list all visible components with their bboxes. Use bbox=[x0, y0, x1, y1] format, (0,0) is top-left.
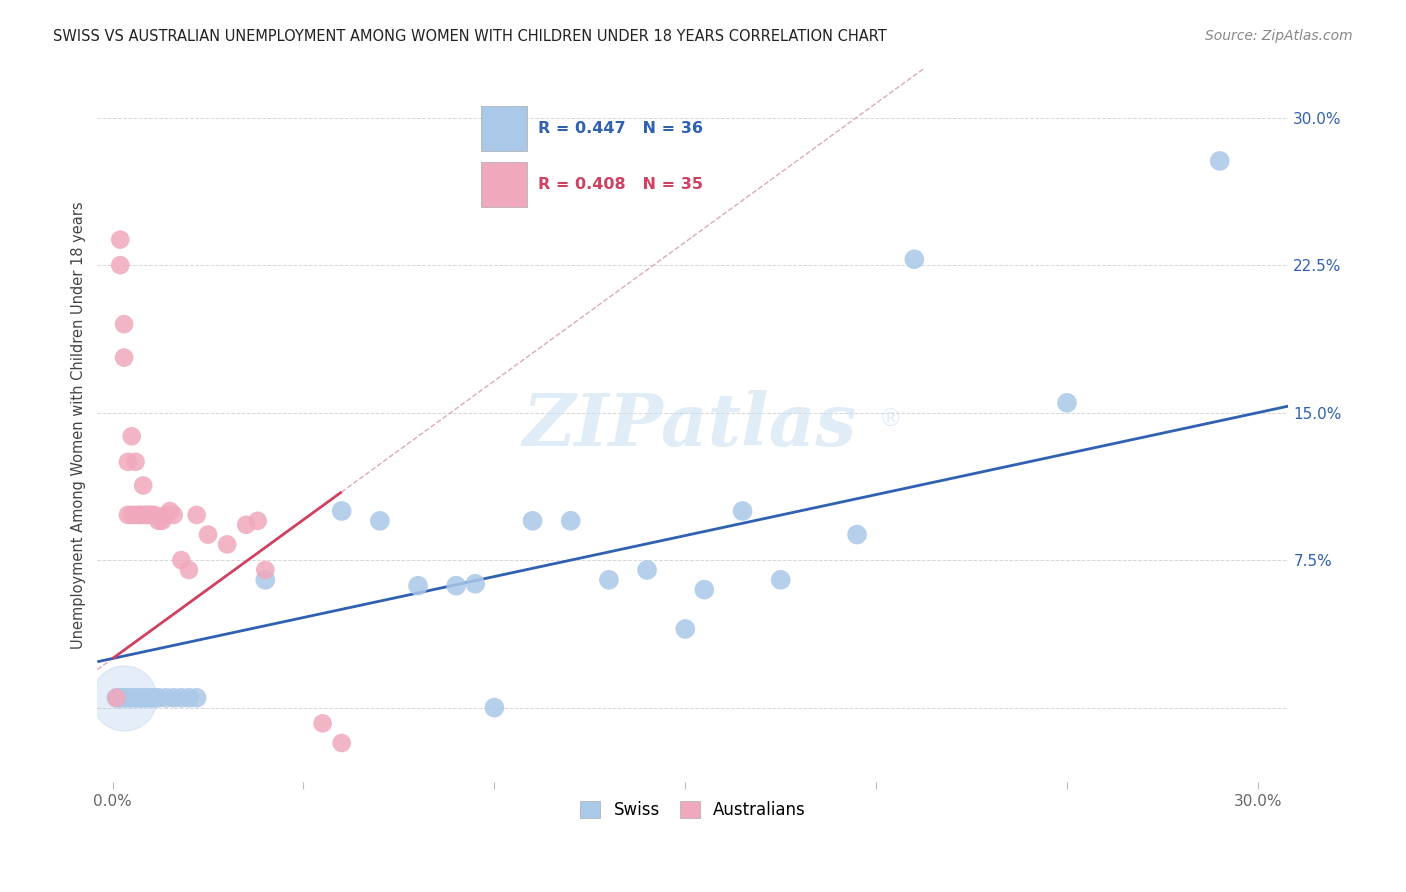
Point bbox=[598, 573, 620, 587]
Point bbox=[117, 690, 139, 705]
Point bbox=[155, 508, 177, 522]
Point bbox=[124, 455, 146, 469]
Point bbox=[139, 508, 162, 522]
Point bbox=[246, 514, 269, 528]
Point bbox=[136, 508, 159, 522]
Text: Source: ZipAtlas.com: Source: ZipAtlas.com bbox=[1205, 29, 1353, 44]
Point bbox=[186, 508, 208, 522]
Point bbox=[170, 690, 193, 705]
Point bbox=[673, 622, 696, 636]
Point bbox=[177, 690, 200, 705]
Legend: Swiss, Australians: Swiss, Australians bbox=[574, 794, 813, 825]
Point bbox=[693, 582, 716, 597]
Text: SWISS VS AUSTRALIAN UNEMPLOYMENT AMONG WOMEN WITH CHILDREN UNDER 18 YEARS CORREL: SWISS VS AUSTRALIAN UNEMPLOYMENT AMONG W… bbox=[53, 29, 887, 45]
Point bbox=[217, 537, 239, 551]
Point bbox=[150, 514, 173, 528]
Point bbox=[330, 736, 353, 750]
Point bbox=[186, 690, 208, 705]
Point bbox=[112, 690, 135, 705]
Point bbox=[105, 690, 128, 705]
Point bbox=[136, 508, 159, 522]
Point bbox=[769, 573, 792, 587]
Point bbox=[636, 563, 658, 577]
Point bbox=[177, 563, 200, 577]
Point bbox=[464, 576, 486, 591]
Point bbox=[132, 478, 155, 492]
Point bbox=[105, 690, 128, 705]
Point bbox=[484, 700, 506, 714]
Point bbox=[330, 504, 353, 518]
Point bbox=[163, 690, 186, 705]
Point bbox=[124, 508, 146, 522]
Text: ®: ® bbox=[879, 408, 903, 432]
Point bbox=[148, 514, 170, 528]
Point bbox=[148, 690, 170, 705]
Point bbox=[139, 690, 162, 705]
Point bbox=[121, 429, 143, 443]
Point bbox=[112, 690, 135, 705]
Point bbox=[560, 514, 582, 528]
Point bbox=[139, 508, 162, 522]
Point bbox=[112, 351, 135, 365]
Point bbox=[143, 690, 166, 705]
Point bbox=[136, 690, 159, 705]
Point bbox=[197, 527, 219, 541]
Point bbox=[121, 690, 143, 705]
Point bbox=[132, 508, 155, 522]
Point bbox=[128, 508, 150, 522]
Y-axis label: Unemployment Among Women with Children Under 18 years: Unemployment Among Women with Children U… bbox=[72, 202, 86, 649]
Point bbox=[731, 504, 754, 518]
Point bbox=[117, 455, 139, 469]
Point bbox=[128, 508, 150, 522]
Point bbox=[117, 508, 139, 522]
Point bbox=[444, 579, 467, 593]
Point bbox=[163, 508, 186, 522]
Point bbox=[254, 563, 277, 577]
Point bbox=[132, 690, 155, 705]
Point bbox=[112, 317, 135, 331]
Point bbox=[121, 508, 143, 522]
Point bbox=[110, 233, 132, 247]
Text: ZIPatlas: ZIPatlas bbox=[522, 390, 856, 461]
Point bbox=[110, 690, 132, 705]
Point bbox=[124, 690, 146, 705]
Point bbox=[522, 514, 544, 528]
Point bbox=[1056, 396, 1078, 410]
Point bbox=[254, 573, 277, 587]
Point bbox=[155, 690, 177, 705]
Point bbox=[1209, 153, 1232, 168]
Point bbox=[128, 690, 150, 705]
Point bbox=[110, 258, 132, 272]
Point bbox=[846, 527, 869, 541]
Point bbox=[368, 514, 391, 528]
Point bbox=[406, 579, 429, 593]
Point bbox=[235, 517, 257, 532]
Point bbox=[143, 508, 166, 522]
Point bbox=[159, 504, 181, 518]
Point bbox=[170, 553, 193, 567]
Point bbox=[903, 252, 925, 267]
Point bbox=[311, 716, 333, 731]
